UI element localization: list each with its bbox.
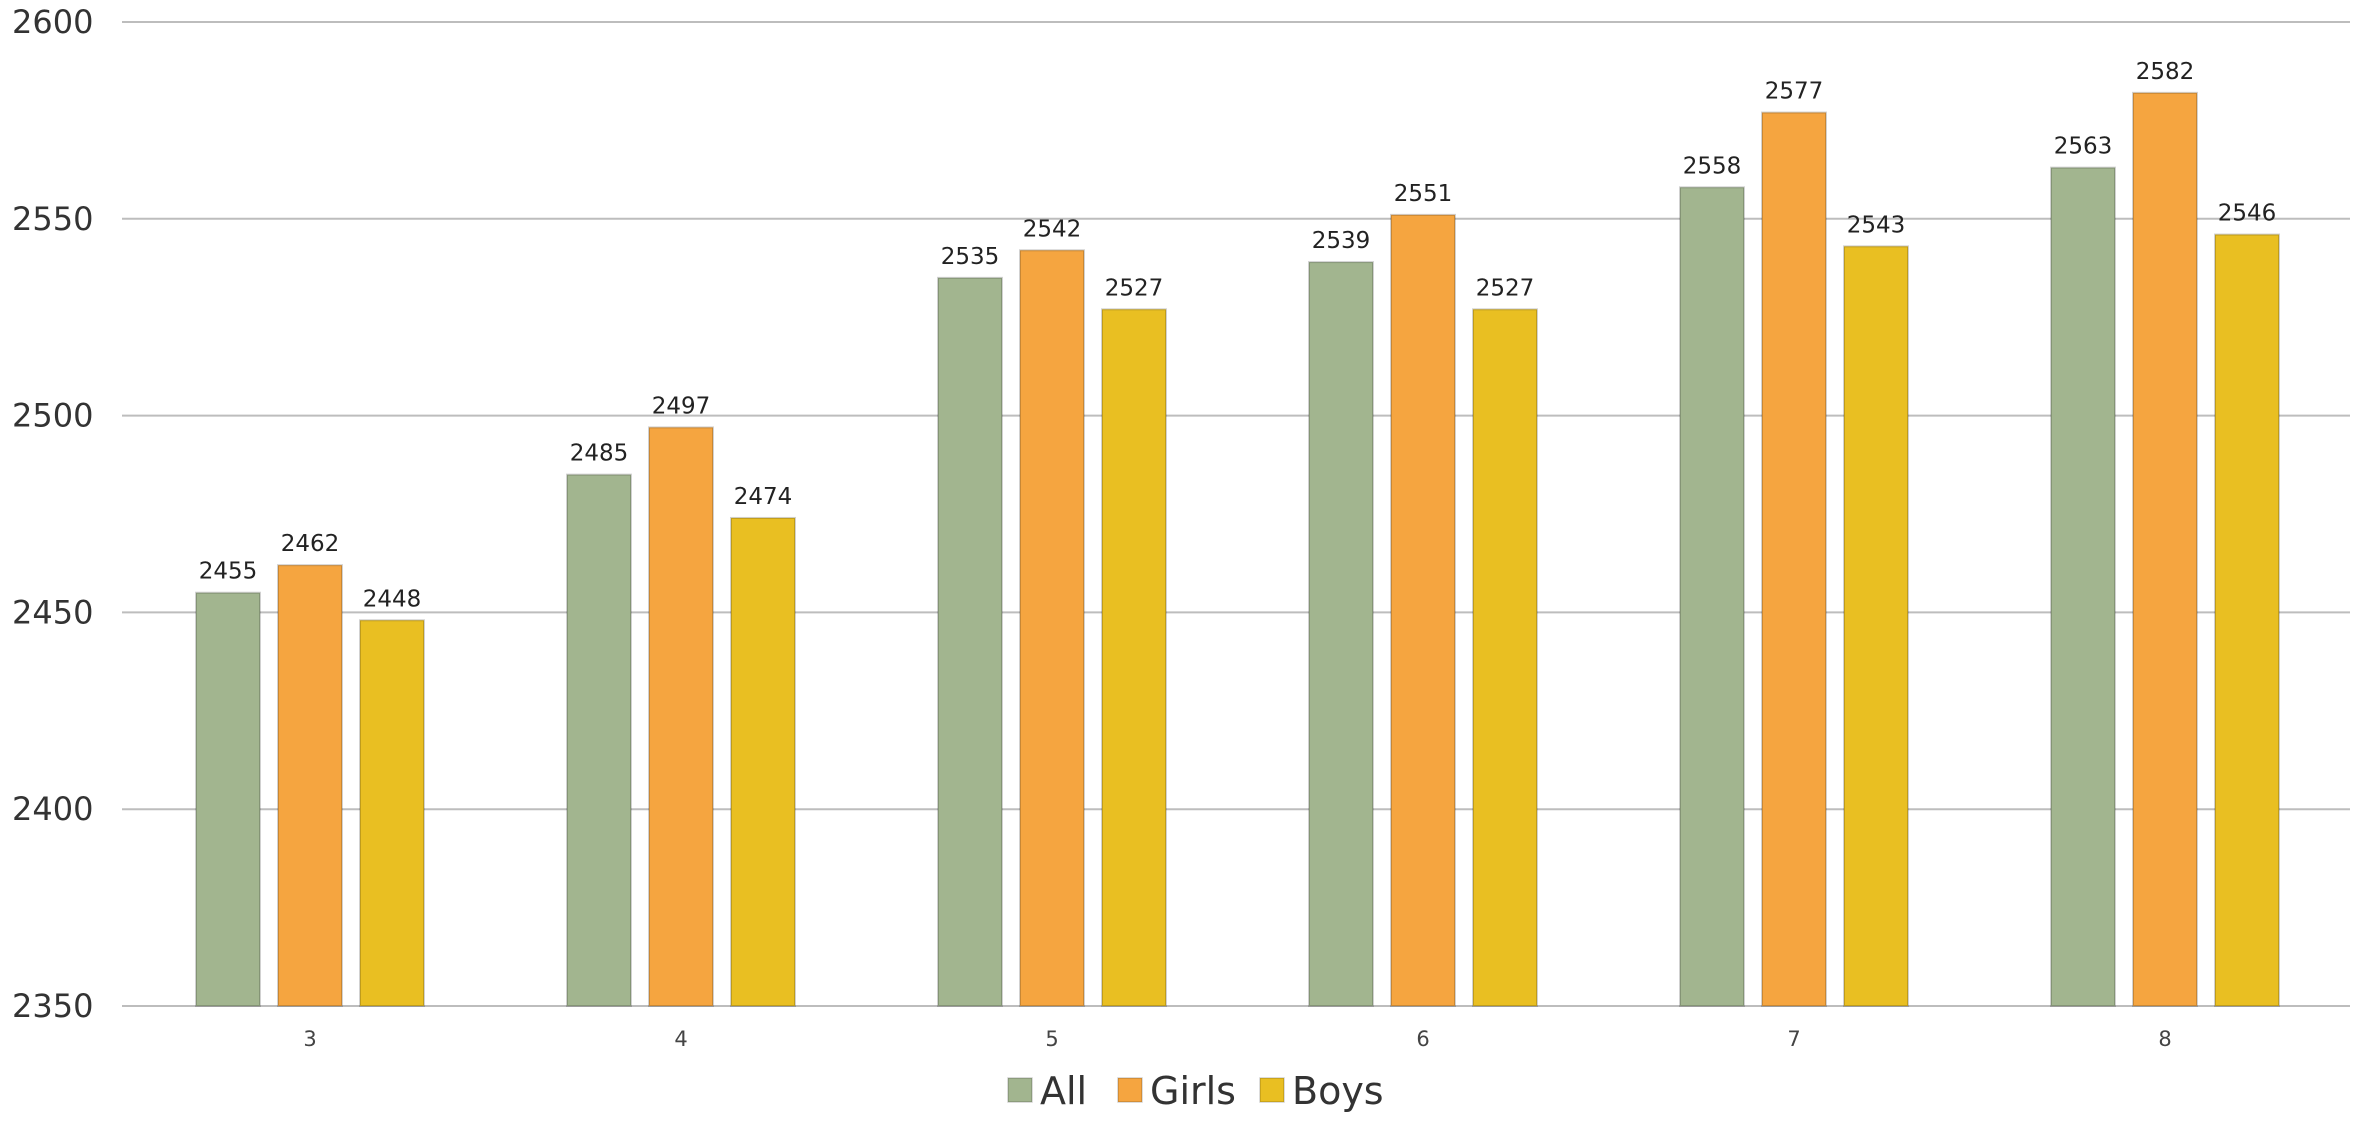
y-tick-label: 2600 (12, 3, 93, 41)
bar-all-3 (195, 591, 261, 1007)
bar-girls-4 (648, 426, 714, 1007)
x-tick-label: 7 (1787, 1027, 1800, 1051)
data-label: 2448 (363, 586, 422, 612)
bar-girls-3 (277, 564, 343, 1008)
data-label: 2455 (199, 559, 258, 585)
y-tick-label: 2350 (12, 987, 93, 1025)
legend-label-boys: Boys (1292, 1069, 1384, 1113)
data-label: 2539 (1312, 228, 1371, 254)
data-label: 2497 (652, 393, 711, 419)
data-label: 2462 (281, 531, 340, 557)
data-label: 2474 (734, 484, 793, 510)
data-label: 2543 (1847, 212, 1906, 238)
legend-swatch-girls (1117, 1077, 1143, 1103)
data-label: 2542 (1023, 216, 1082, 242)
bar-girls-8 (2132, 91, 2198, 1007)
data-labels: 2455 2462 2448 2485 2497 2474 2535 2542 2527 2539… (199, 59, 2277, 612)
bars (195, 91, 2280, 1008)
y-tick-label: 2550 (12, 200, 93, 238)
bar-girls-5 (1019, 249, 1085, 1007)
bar-boys-8 (2214, 233, 2280, 1007)
bar-all-4 (566, 473, 632, 1007)
gridlines (122, 21, 2350, 1007)
legend-label-all: All (1040, 1069, 1087, 1113)
data-label: 2485 (570, 441, 629, 467)
data-label: 2535 (941, 244, 1000, 270)
legend-swatch-boys (1259, 1077, 1285, 1103)
bar-all-6 (1308, 261, 1374, 1007)
x-tick-label: 4 (674, 1027, 687, 1051)
bar-all-8 (2050, 166, 2116, 1007)
x-axis-ticks: 3 4 5 6 7 8 (303, 1027, 2171, 1051)
data-label: 2527 (1105, 275, 1164, 301)
legend: All Girls Boys (1007, 1069, 1384, 1113)
data-label: 2546 (2218, 201, 2277, 227)
x-tick-label: 5 (1045, 1027, 1058, 1051)
y-tick-label: 2400 (12, 790, 93, 828)
bar-boys-3 (359, 619, 425, 1007)
legend-swatch-all (1007, 1077, 1033, 1103)
data-label: 2527 (1476, 275, 1535, 301)
bar-boys-5 (1101, 308, 1167, 1007)
bar-boys-6 (1472, 308, 1538, 1007)
data-label: 2563 (2054, 134, 2113, 160)
y-axis-ticks: 2350 2400 2450 2500 2550 2600 (12, 3, 93, 1025)
bar-boys-7 (1843, 245, 1909, 1008)
x-tick-label: 6 (1416, 1027, 1429, 1051)
bar-all-5 (937, 276, 1003, 1007)
data-label: 2577 (1765, 79, 1824, 105)
data-label: 2582 (2136, 59, 2195, 85)
y-tick-label: 2500 (12, 397, 93, 435)
legend-label-girls: Girls (1150, 1069, 1236, 1113)
data-label: 2551 (1394, 181, 1453, 207)
bar-boys-4 (730, 516, 796, 1007)
x-tick-label: 8 (2158, 1027, 2171, 1051)
y-tick-label: 2450 (12, 593, 93, 631)
bar-girls-7 (1761, 111, 1827, 1007)
bar-all-7 (1679, 186, 1745, 1007)
data-label: 2558 (1683, 153, 1742, 179)
bar-girls-6 (1390, 213, 1456, 1007)
x-tick-label: 3 (303, 1027, 316, 1051)
